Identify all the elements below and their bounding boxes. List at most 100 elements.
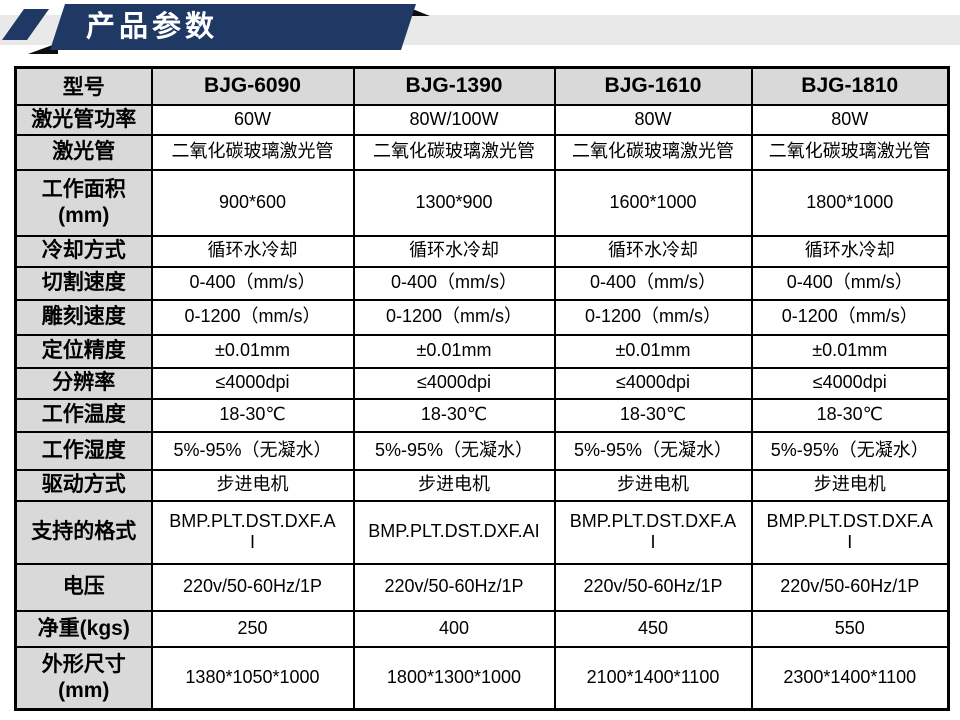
cell-value: ±0.01mm xyxy=(150,333,355,369)
row-label: 激光管功率 xyxy=(14,103,153,136)
cell-value: 1800*1000 xyxy=(750,168,950,237)
cell-value: 0-1200（mm/s） xyxy=(150,298,355,336)
row-working-temperature: 工作温度 18-30℃ 18-30℃ 18-30℃ 18-30℃ xyxy=(14,397,950,433)
cell-value: 18-30℃ xyxy=(150,397,355,433)
cell-value: 18-30℃ xyxy=(750,397,950,433)
row-label: 定位精度 xyxy=(14,333,153,369)
cell-value: 步进电机 xyxy=(553,468,753,502)
cell-value: 步进电机 xyxy=(352,468,556,502)
row-cooling-method: 冷却方式 循环水冷却 循环水冷却 循环水冷却 循环水冷却 xyxy=(14,234,950,268)
cell-value: 循环水冷却 xyxy=(150,234,355,268)
row-laser-tube-power: 激光管功率 60W 80W/100W 80W 80W xyxy=(14,103,950,136)
cell-value: 0-1200（mm/s） xyxy=(553,298,753,336)
cell-value: 900*600 xyxy=(150,168,355,237)
cell-value: 2100*1400*1100 xyxy=(553,645,753,711)
row-label: 冷却方式 xyxy=(14,234,153,268)
cell-value: 1380*1050*1000 xyxy=(150,645,355,711)
row-engraving-speed: 雕刻速度 0-1200（mm/s） 0-1200（mm/s） 0-1200（mm… xyxy=(14,298,950,336)
header-cell-model: 型号 xyxy=(14,66,153,106)
cell-value: 5%-95%（无凝水） xyxy=(553,430,753,471)
row-laser-tube: 激光管 二氧化碳玻璃激光管 二氧化碳玻璃激光管 二氧化碳玻璃激光管 二氧化碳玻璃… xyxy=(14,133,950,171)
row-resolution: 分辨率 ≤4000dpi ≤4000dpi ≤4000dpi ≤4000dpi xyxy=(14,366,950,400)
row-working-humidity: 工作湿度 5%-95%（无凝水） 5%-95%（无凝水） 5%-95%（无凝水）… xyxy=(14,430,950,471)
cell-value: 步进电机 xyxy=(750,468,950,502)
header-cell-bjg-1810: BJG-1810 xyxy=(750,66,950,106)
row-label: 支持的格式 xyxy=(14,499,153,565)
row-drive-method: 驱动方式 步进电机 步进电机 步进电机 步进电机 xyxy=(14,468,950,502)
row-label: 雕刻速度 xyxy=(14,298,153,336)
cell-value: 1800*1300*1000 xyxy=(352,645,556,711)
cell-value: 0-400（mm/s） xyxy=(553,265,753,301)
row-label: 激光管 xyxy=(14,133,153,171)
header-row: 型号 BJG-6090 BJG-1390 BJG-1610 BJG-1810 xyxy=(14,66,950,106)
cell-value: 18-30℃ xyxy=(553,397,753,433)
cell-value: 5%-95%（无凝水） xyxy=(352,430,556,471)
cell-value: ≤4000dpi xyxy=(150,366,355,400)
cell-value: 循环水冷却 xyxy=(352,234,556,268)
cell-value: 二氧化碳玻璃激光管 xyxy=(750,133,950,171)
cell-value: BMP.PLT.DST.DXF.A I xyxy=(750,499,950,565)
cell-value: 0-400（mm/s） xyxy=(750,265,950,301)
row-overall-dimensions: 外形尺寸 (mm) 1380*1050*1000 1800*1300*1000 … xyxy=(14,645,950,711)
banner-decoration xyxy=(0,4,960,54)
row-work-area: 工作面积 (mm) 900*600 1300*900 1600*1000 180… xyxy=(14,168,950,237)
banner-flag-shape xyxy=(2,9,49,40)
cell-value: ±0.01mm xyxy=(750,333,950,369)
banner-main-shape xyxy=(50,4,416,50)
cell-value: 循环水冷却 xyxy=(553,234,753,268)
header-cell-bjg-6090: BJG-6090 xyxy=(150,66,355,106)
row-label: 净重(kgs) xyxy=(14,609,153,648)
row-net-weight: 净重(kgs) 250 400 450 550 xyxy=(14,609,950,648)
row-label: 驱动方式 xyxy=(14,468,153,502)
row-label: 电压 xyxy=(14,562,153,612)
cell-value: 220v/50-60Hz/1P xyxy=(750,562,950,612)
row-label: 切割速度 xyxy=(14,265,153,301)
row-supported-formats: 支持的格式 BMP.PLT.DST.DXF.A I BMP.PLT.DST.DX… xyxy=(14,499,950,565)
cell-value: 400 xyxy=(352,609,556,648)
row-label: 外形尺寸 (mm) xyxy=(14,645,153,711)
row-cutting-speed: 切割速度 0-400（mm/s） 0-400（mm/s） 0-400（mm/s）… xyxy=(14,265,950,301)
cell-value: 二氧化碳玻璃激光管 xyxy=(352,133,556,171)
cell-value: BMP.PLT.DST.DXF.AI xyxy=(352,499,556,565)
cell-value: 1300*900 xyxy=(352,168,556,237)
cell-value: 0-1200（mm/s） xyxy=(352,298,556,336)
cell-value: 80W xyxy=(750,103,950,136)
banner-fold-bottom-left-icon xyxy=(28,43,58,54)
cell-value: 220v/50-60Hz/1P xyxy=(150,562,355,612)
cell-value: 2300*1400*1100 xyxy=(750,645,950,711)
cell-value: 0-1200（mm/s） xyxy=(750,298,950,336)
cell-value: 5%-95%（无凝水） xyxy=(750,430,950,471)
page-title: 产品参数 xyxy=(86,11,219,43)
cell-value: 80W/100W xyxy=(352,103,556,136)
row-label: 分辨率 xyxy=(14,366,153,400)
header-cell-bjg-1390: BJG-1390 xyxy=(352,66,556,106)
cell-value: 220v/50-60Hz/1P xyxy=(553,562,753,612)
cell-value: 18-30℃ xyxy=(352,397,556,433)
cell-value: 5%-95%（无凝水） xyxy=(150,430,355,471)
cell-value: 二氧化碳玻璃激光管 xyxy=(553,133,753,171)
cell-value: BMP.PLT.DST.DXF.A I xyxy=(150,499,355,565)
cell-value: 220v/50-60Hz/1P xyxy=(352,562,556,612)
row-positioning-accuracy: 定位精度 ±0.01mm ±0.01mm ±0.01mm ±0.01mm xyxy=(14,333,950,369)
cell-value: 250 xyxy=(150,609,355,648)
cell-value: 80W xyxy=(553,103,753,136)
cell-value: 循环水冷却 xyxy=(750,234,950,268)
cell-value: 450 xyxy=(553,609,753,648)
row-label: 工作面积 (mm) xyxy=(14,168,153,237)
cell-value: ±0.01mm xyxy=(553,333,753,369)
row-label: 工作温度 xyxy=(14,397,153,433)
cell-value: ≤4000dpi xyxy=(352,366,556,400)
row-label: 工作湿度 xyxy=(14,430,153,471)
row-voltage: 电压 220v/50-60Hz/1P 220v/50-60Hz/1P 220v/… xyxy=(14,562,950,612)
cell-value: 1600*1000 xyxy=(553,168,753,237)
cell-value: 550 xyxy=(750,609,950,648)
spec-table: 型号 BJG-6090 BJG-1390 BJG-1610 BJG-1810 激… xyxy=(14,66,950,712)
header-cell-bjg-1610: BJG-1610 xyxy=(553,66,753,106)
cell-value: BMP.PLT.DST.DXF.A I xyxy=(553,499,753,565)
title-banner: 产品参数 xyxy=(0,0,960,62)
cell-value: 步进电机 xyxy=(150,468,355,502)
cell-value: ≤4000dpi xyxy=(553,366,753,400)
cell-value: 二氧化碳玻璃激光管 xyxy=(150,133,355,171)
cell-value: 0-400（mm/s） xyxy=(352,265,556,301)
cell-value: 0-400（mm/s） xyxy=(150,265,355,301)
